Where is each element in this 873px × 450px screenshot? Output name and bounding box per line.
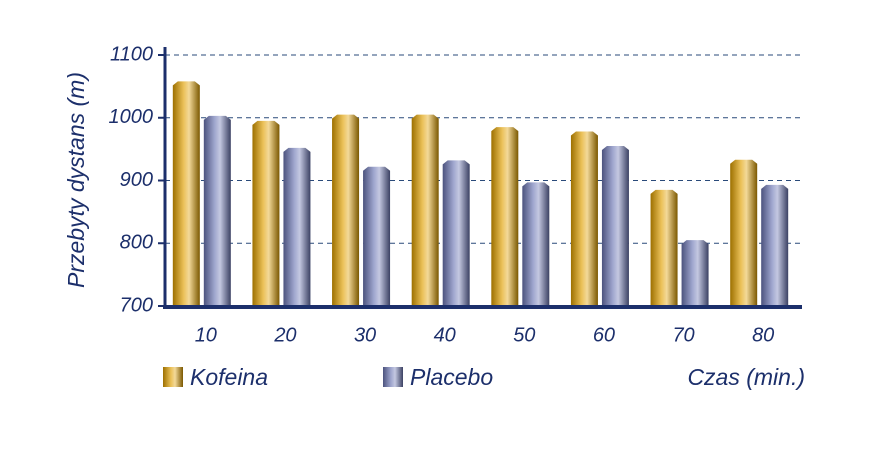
legend-label: Placebo — [410, 364, 493, 390]
legend-label: Kofeina — [190, 364, 268, 390]
x-tick-label: 50 — [513, 324, 535, 346]
bar — [363, 166, 391, 306]
bar — [570, 131, 598, 306]
y-axis-label: Przebyty dystans (m) — [63, 72, 89, 288]
x-tick-label: 40 — [434, 324, 456, 346]
bar — [252, 120, 280, 306]
x-tick-label: 10 — [195, 324, 217, 346]
y-tick-label: 1000 — [109, 106, 154, 128]
bar — [681, 240, 709, 306]
x-tick-label: 60 — [593, 324, 615, 346]
y-tick-label: 800 — [120, 232, 153, 254]
y-tick-label: 1100 — [110, 43, 153, 65]
legend-swatch — [163, 367, 183, 387]
y-tick-label: 900 — [120, 169, 153, 191]
x-tick-label: 30 — [354, 324, 376, 346]
y-tick-label: 700 — [120, 294, 153, 316]
bar — [203, 115, 231, 307]
bar — [442, 160, 470, 306]
bar — [761, 184, 789, 306]
x-tick-label: 20 — [273, 324, 296, 346]
bar — [491, 127, 519, 306]
bar — [411, 114, 439, 306]
bar — [283, 147, 311, 306]
x-axis-label: Czas (min.) — [687, 364, 805, 390]
bar — [650, 189, 678, 306]
bar — [730, 159, 758, 306]
x-tick-label: 70 — [672, 324, 694, 346]
bar — [601, 145, 629, 306]
legend-swatch — [383, 367, 403, 387]
bar — [522, 182, 550, 306]
bar — [172, 81, 200, 306]
bar — [332, 114, 360, 306]
x-tick-label: 80 — [752, 324, 774, 346]
